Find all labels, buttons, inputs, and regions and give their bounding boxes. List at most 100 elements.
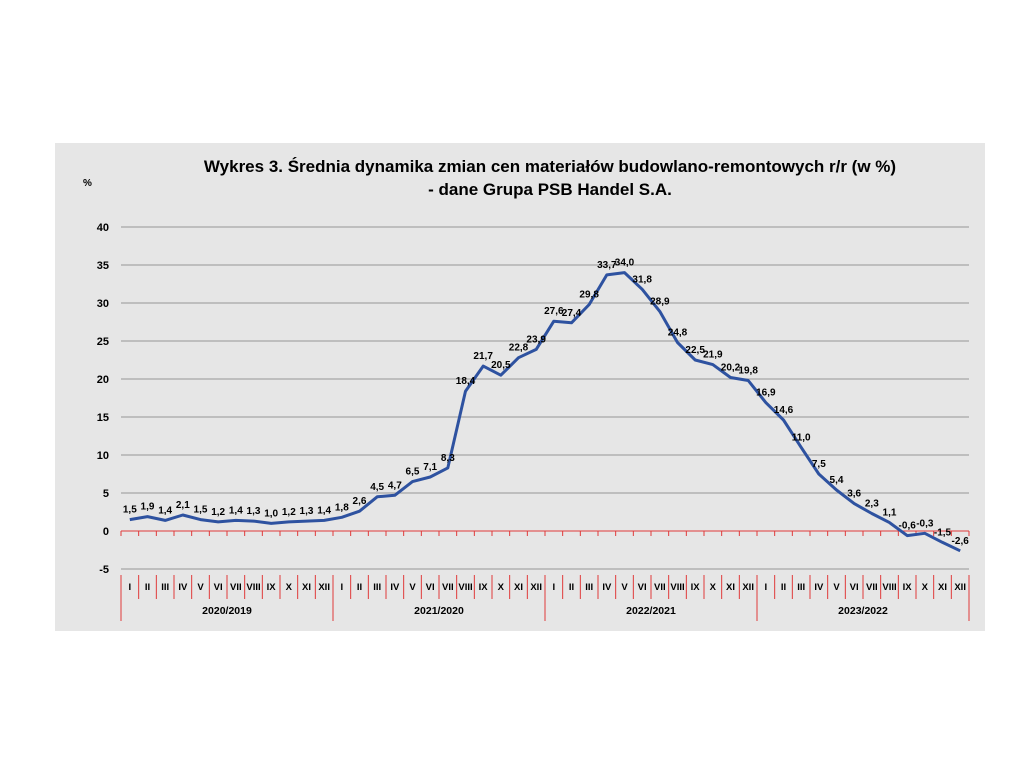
data-label: 21,7 [473, 351, 493, 362]
data-label: 8,3 [441, 453, 455, 464]
data-label: 7,5 [812, 459, 826, 470]
data-label: 6,5 [406, 467, 420, 478]
data-label: 16,9 [756, 388, 776, 399]
month-label: II [569, 582, 574, 593]
y-tick-label: 35 [97, 260, 109, 272]
data-label: 14,6 [774, 405, 794, 416]
data-label: 23,9 [526, 334, 546, 345]
month-label: VII [866, 582, 878, 593]
month-label: I [341, 582, 344, 593]
data-label: 11,0 [792, 432, 811, 443]
month-label: XI [514, 582, 523, 593]
data-label: 20,2 [721, 362, 741, 373]
data-label: 20,5 [491, 360, 511, 371]
month-label: I [765, 582, 768, 593]
data-label: 24,8 [668, 328, 688, 339]
month-label: XII [530, 582, 542, 593]
y-tick-label: -5 [99, 564, 109, 576]
month-label: VI [638, 582, 647, 593]
month-label: XII [742, 582, 754, 593]
y-axis-unit: % [83, 178, 92, 189]
data-label: -0,3 [916, 518, 934, 529]
month-label: III [161, 582, 169, 593]
chart-title: Wykres 3. Średnia dynamika zmian cen mat… [55, 155, 985, 201]
month-label: X [286, 582, 293, 593]
data-label: 4,7 [388, 480, 402, 491]
month-label: VIII [246, 582, 260, 593]
month-label: VII [442, 582, 454, 593]
year-group-label: 2021/2020 [414, 605, 464, 617]
month-label: X [922, 582, 929, 593]
data-label: 1,4 [158, 505, 172, 516]
month-label: IV [390, 582, 400, 593]
y-tick-label: 25 [97, 336, 109, 348]
data-label: 1,5 [123, 505, 137, 516]
data-label: 1,8 [335, 502, 349, 513]
y-tick-label: 15 [97, 412, 109, 424]
month-label: V [409, 582, 416, 593]
data-label: 21,9 [703, 350, 723, 361]
data-label: 1,2 [282, 507, 296, 518]
month-label: VI [426, 582, 435, 593]
month-label: V [621, 582, 628, 593]
month-label: VI [850, 582, 859, 593]
data-label: 1,3 [300, 506, 314, 517]
month-label: I [129, 582, 132, 593]
data-label: 28,9 [650, 296, 670, 307]
month-label: II [781, 582, 786, 593]
series-line [129, 271, 961, 553]
month-label: X [710, 582, 717, 593]
month-label: IX [267, 582, 277, 593]
month-label: IV [178, 582, 188, 593]
y-tick-label: 10 [97, 450, 109, 462]
month-label: IX [479, 582, 489, 593]
data-label: 1,4 [317, 505, 331, 516]
data-label: -2,6 [952, 536, 970, 547]
data-label: 27,4 [562, 308, 582, 319]
month-label: IX [903, 582, 913, 593]
month-label: X [498, 582, 505, 593]
month-label: IV [814, 582, 824, 593]
data-label: 33,7 [597, 260, 617, 271]
y-tick-label: 20 [97, 374, 109, 386]
month-label: V [197, 582, 204, 593]
data-label: 1,3 [247, 506, 261, 517]
data-label: 22,8 [509, 343, 529, 354]
data-label: 2,1 [176, 500, 190, 511]
month-label: IX [691, 582, 701, 593]
month-label: V [833, 582, 840, 593]
data-label: -0,6 [899, 521, 917, 532]
year-group-label: 2022/2021 [626, 605, 676, 617]
month-label: XI [938, 582, 947, 593]
month-label: VIII [458, 582, 472, 593]
data-label: 1,1 [883, 508, 897, 519]
data-label: 22,5 [685, 345, 705, 356]
year-group-label: 2020/2019 [202, 605, 252, 617]
month-label: XII [318, 582, 330, 593]
month-label: II [145, 582, 150, 593]
month-label: VII [230, 582, 242, 593]
month-label: III [373, 582, 381, 593]
month-label: IV [602, 582, 612, 593]
data-label: 31,8 [632, 274, 652, 285]
y-tick-label: 30 [97, 298, 109, 310]
data-label: 1,5 [194, 505, 208, 516]
month-label: VI [214, 582, 223, 593]
data-label: 5,4 [830, 475, 844, 486]
month-label: VIII [670, 582, 684, 593]
month-label: XI [726, 582, 735, 593]
data-label: 19,8 [738, 366, 758, 377]
month-label: III [797, 582, 805, 593]
data-label: 7,1 [423, 462, 437, 473]
data-label: 1,0 [264, 508, 278, 519]
chart-title-line1: Wykres 3. Średnia dynamika zmian cen mat… [203, 157, 897, 176]
data-label: -1,5 [934, 527, 952, 538]
y-tick-label: 0 [103, 526, 109, 538]
month-label: VII [654, 582, 666, 593]
data-label: 29,8 [579, 290, 599, 301]
month-label: I [553, 582, 556, 593]
data-label: 1,9 [141, 502, 155, 513]
data-label: 27,6 [544, 306, 564, 317]
chart-title-line2: - dane Grupa PSB Handel S.A. [428, 180, 672, 199]
